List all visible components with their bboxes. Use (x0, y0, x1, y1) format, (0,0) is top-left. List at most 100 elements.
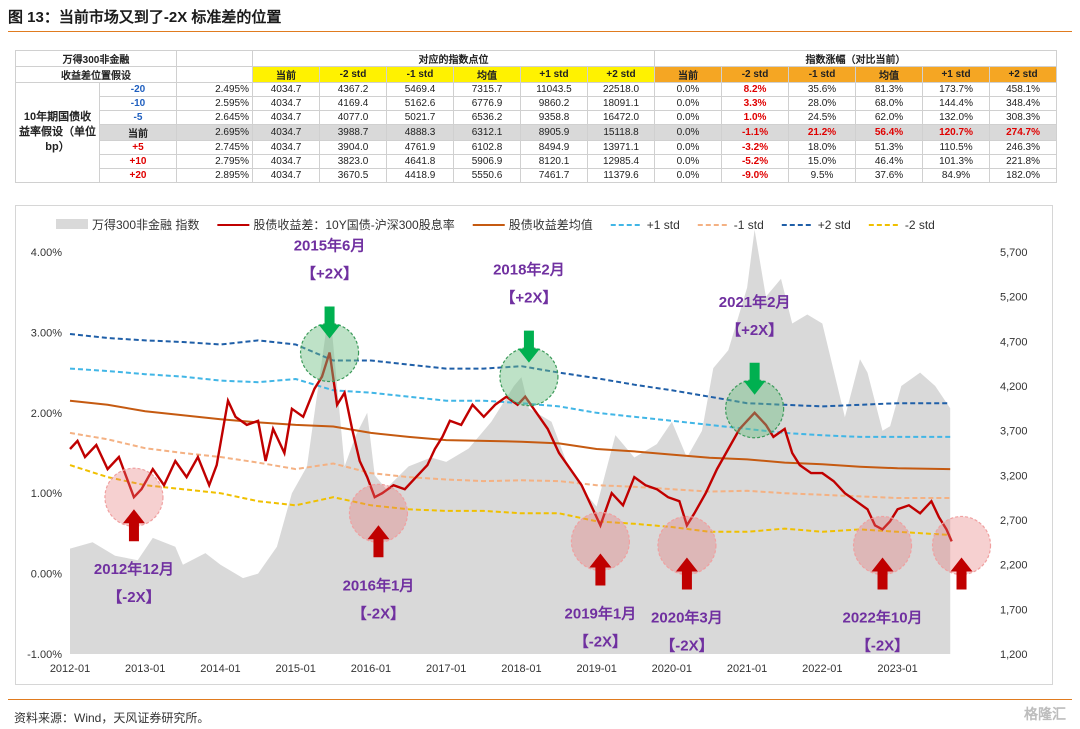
yield-rate: 2.695% (176, 124, 253, 141)
x-tick-label: 2019-01 (576, 663, 616, 675)
arrow-up-icon (871, 557, 894, 590)
legend-swatch (56, 219, 88, 229)
index-change: 132.0% (922, 110, 991, 125)
x-tick-label: 2022-01 (802, 663, 842, 675)
annotation-label: 2016年1月 (343, 576, 415, 594)
index-change: 9.5% (788, 168, 857, 183)
col-header: 均值 (453, 66, 521, 83)
y-left-tick-label: 1.00% (31, 488, 62, 500)
index-change: 246.3% (989, 140, 1058, 155)
annotation-label: 2022年10月 (842, 608, 922, 626)
arrow-down-icon (318, 306, 341, 339)
bp-assumption: -20 (99, 82, 177, 97)
bp-assumption: +10 (99, 154, 177, 169)
index-change: -5.2% (721, 154, 790, 169)
index-point: 5469.4 (386, 82, 454, 97)
plus-1std-line (69, 367, 951, 438)
annotation-label: 2015年6月 (294, 237, 366, 255)
x-tick-label: 2020-01 (652, 663, 692, 675)
index-change: 274.7% (989, 124, 1058, 141)
index-point: 4034.7 (252, 82, 320, 97)
index-point: 4761.9 (386, 140, 454, 155)
index-point: 9860.2 (520, 96, 588, 111)
col-header: -1 std (788, 66, 857, 83)
legend-label: -2 std (905, 218, 935, 232)
col-header: 均值 (855, 66, 924, 83)
index-point: 4418.9 (386, 168, 454, 183)
index-point: 4034.7 (252, 154, 320, 169)
index-change: -9.0% (721, 168, 790, 183)
yield-rate: 2.645% (176, 110, 253, 125)
y-left-tick-label: 4.00% (31, 247, 62, 259)
index-change: 18.0% (788, 140, 857, 155)
index-point: 8120.1 (520, 154, 588, 169)
y-right-tick-label: 3,700 (1000, 426, 1028, 438)
y-right-tick-label: 5,200 (1000, 292, 1028, 304)
index-change: 35.6% (788, 82, 857, 97)
col-header: +2 std (989, 66, 1058, 83)
index-point: 4641.8 (386, 154, 454, 169)
col-header: 当前 (252, 66, 320, 83)
index-change: 120.7% (922, 124, 991, 141)
annotation-sub: 【-2X】 (107, 588, 160, 606)
x-tick-label: 2018-01 (501, 663, 541, 675)
x-tick-label: 2015-01 (276, 663, 316, 675)
table-row: 10年期国债收益率假设（单位bp） -20 2.495% 4034.7 4367.2 54… (15, 82, 1058, 183)
index-change: 144.4% (922, 96, 991, 111)
index-point: 22518.0 (586, 82, 656, 97)
arrow-up-icon (367, 525, 390, 558)
index-change: 101.3% (922, 154, 991, 169)
index-point: 6102.8 (453, 140, 521, 155)
arrow-down-icon (743, 362, 766, 395)
y-right-tick-label: 3,200 (1000, 470, 1028, 482)
table-row: +10 2.795% 4034.7 3823.0 4641.8 5906.9 8120.1 1… (16, 154, 1058, 169)
index-point: 16472.0 (586, 110, 656, 125)
bp-assumption: 当前 (99, 124, 177, 141)
legend-label: 股债收益差：10Y国债-沪深300股息率 (253, 217, 454, 232)
table-header-row-1: 万得300非金融 对应的指数点位 指数涨幅（对比当前） (15, 50, 1058, 67)
index-point: 6312.1 (453, 124, 521, 141)
spread-chart: 4.00% 3.00% 2.00% 1.00% 0.00% -1.00% 5,700 5,20… (27, 217, 1028, 675)
annotation-sub: 【-2X】 (352, 604, 405, 622)
index-point: 15118.8 (586, 124, 656, 141)
index-point: 4034.7 (252, 96, 320, 111)
index-point: 7461.7 (520, 168, 588, 183)
index-point: 5021.7 (386, 110, 454, 125)
index-change: 110.5% (922, 140, 991, 155)
index-change: 3.3% (721, 96, 790, 111)
index-point: 4077.0 (319, 110, 387, 125)
index-change: 0.0% (654, 124, 723, 141)
index-change: 15.0% (788, 154, 857, 169)
index-point: 7315.7 (453, 82, 521, 97)
index-point: 4888.3 (386, 124, 454, 141)
yield-rate: 2.495% (176, 82, 253, 97)
col-header: -1 std (386, 66, 454, 83)
index-point: 4034.7 (252, 140, 320, 155)
index-point: 3988.7 (319, 124, 387, 141)
y-right-tick-label: 5,700 (1000, 247, 1028, 259)
index-point: 12985.4 (586, 154, 656, 169)
index-change: 0.0% (654, 110, 723, 125)
legend-label: 万得300非金融 指数 (92, 217, 199, 232)
valuation-table: 万得300非金融 对应的指数点位 指数涨幅（对比当前） 收益差位置假设 当前 -… (15, 50, 1058, 183)
chart-area: 4.00% 3.00% 2.00% 1.00% 0.00% -1.00% 5,700 5,20… (15, 205, 1053, 685)
index-change: 24.5% (788, 110, 857, 125)
y-right-tick-label: 2,700 (1000, 515, 1028, 527)
arrow-up-icon (589, 553, 612, 586)
plus-2std-line (69, 333, 951, 408)
arrow-up-icon (675, 557, 698, 590)
source-divider (8, 699, 1072, 700)
index-change: 0.0% (654, 96, 723, 111)
index-point: 4034.7 (252, 168, 320, 183)
annotation-sub: 【+2X】 (301, 265, 358, 283)
title-divider (8, 31, 1072, 32)
col-header: +1 std (520, 66, 588, 83)
x-tick-label: 2017-01 (426, 663, 466, 675)
index-change: 68.0% (855, 96, 924, 111)
bp-assumption: -10 (99, 96, 177, 111)
index-change: 8.2% (721, 82, 790, 97)
index-point: 5162.6 (386, 96, 454, 111)
annotation-sub: 【-2X】 (660, 636, 713, 654)
index-change: 46.4% (855, 154, 924, 169)
figure-title: 图 13：当前市场又到了-2X 标准差的位置 (8, 9, 282, 26)
